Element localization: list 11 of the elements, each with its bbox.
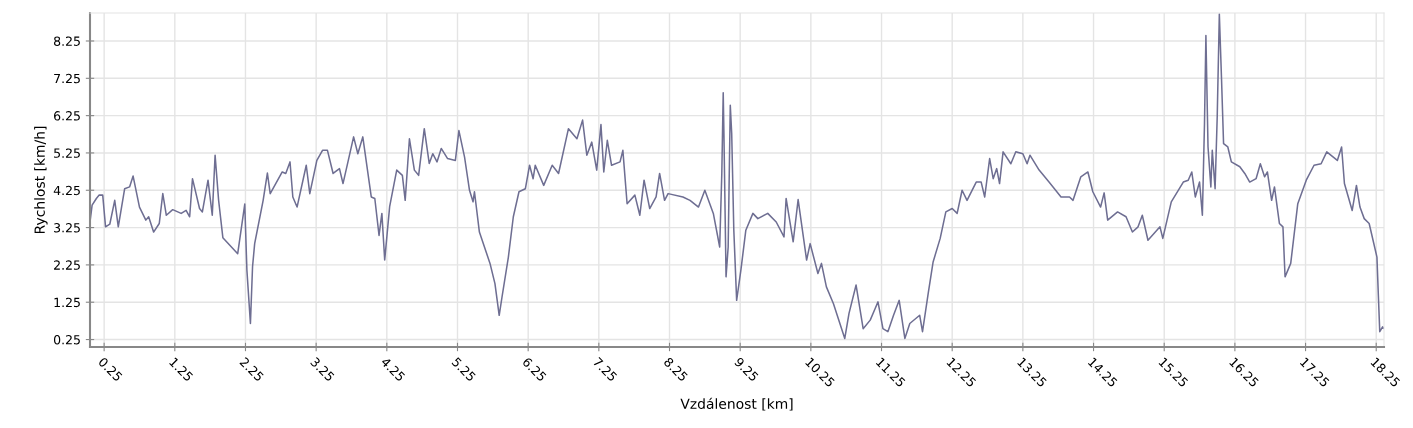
x-axis-title: Vzdálenost [km] (680, 397, 793, 411)
y-tick-label: 7.25 (54, 73, 80, 84)
y-tick-label: 5.25 (54, 148, 80, 158)
y-tick-label: 6.25 (54, 111, 80, 121)
y-tick-label: 4.25 (53, 185, 80, 196)
y-axis-title: Rychlost [km/h] (34, 126, 48, 234)
y-tick-label: 1.25 (54, 297, 80, 308)
y-tick-label: 8.25 (53, 36, 80, 46)
y-tick-label: 2.25 (54, 260, 80, 270)
y-tick-label: 0.25 (53, 335, 80, 345)
y-tick-label: 3.25 (54, 223, 80, 233)
